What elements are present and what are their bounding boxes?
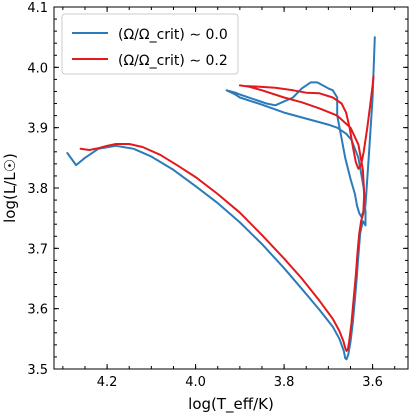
- y-tick-label: 3.5: [27, 363, 48, 378]
- y-axis-ticks: 3.5 3.6 3.7 3.8 3.9 4.0 4.1: [27, 1, 408, 378]
- y-tick-label: 3.6: [27, 303, 48, 318]
- series-line-1: [79, 75, 375, 352]
- legend: (Ω/Ω_crit) ∼ 0.0 (Ω/Ω_crit) ∼ 0.2: [61, 13, 239, 75]
- series-line-0: [66, 36, 376, 361]
- x-axis-label: log(T_eff/K): [188, 395, 274, 414]
- x-tick-label: 3.6: [362, 375, 383, 390]
- legend-label-0: (Ω/Ω_crit) ∼ 0.0: [118, 27, 228, 43]
- legend-label-1: (Ω/Ω_crit) ∼ 0.2: [118, 53, 228, 69]
- y-axis-label: log(L/L☉): [1, 153, 19, 223]
- y-tick-label: 3.9: [27, 122, 48, 137]
- y-tick-label: 4.0: [27, 61, 48, 76]
- y-tick-label: 4.1: [27, 1, 48, 16]
- x-tick-label: 3.8: [274, 375, 295, 390]
- series-curves: [66, 36, 376, 361]
- x-tick-label: 4.2: [97, 375, 118, 390]
- y-tick-label: 3.7: [27, 242, 48, 257]
- x-tick-label: 4.0: [185, 375, 206, 390]
- y-tick-label: 3.8: [27, 182, 48, 197]
- x-axis-ticks: 4.2 4.0 3.8 3.6: [62, 7, 396, 390]
